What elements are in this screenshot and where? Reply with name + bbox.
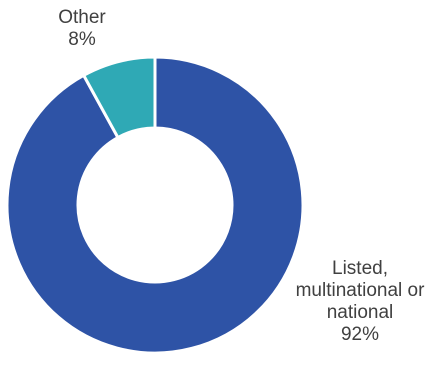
slice-label-listed: Listed, multinational or national 92%: [276, 258, 444, 346]
donut-slice-listed: [5, 55, 305, 355]
donut-slice-other: [81, 55, 157, 140]
slice-label-other-name: Other: [58, 7, 106, 28]
slice-label-other-value: 8%: [68, 29, 96, 50]
slice-label-other: Other 8%: [52, 7, 112, 51]
slice-label-listed-line-3: national: [326, 302, 394, 323]
slice-label-listed-line-1: Listed,: [332, 258, 388, 279]
slice-label-listed-line-2: multinational or: [295, 280, 425, 301]
slice-label-listed-value: 92%: [340, 324, 380, 345]
